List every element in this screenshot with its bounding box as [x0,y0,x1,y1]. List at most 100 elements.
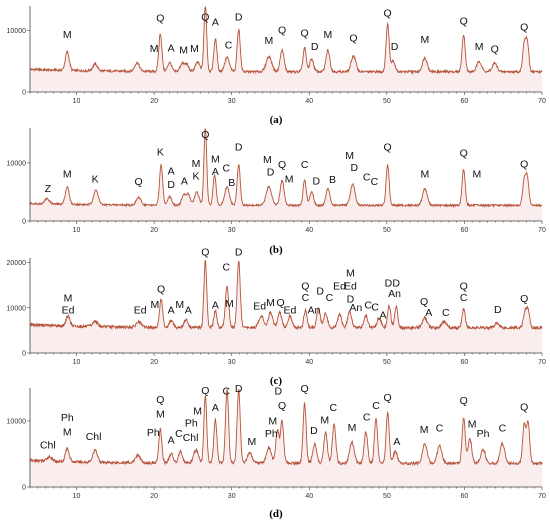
panel-c-phase-label: C [364,300,372,312]
panel-c-phase-label: A [212,300,219,312]
panel-c-y-tick-label: 20000 [7,260,27,267]
panel-a-phase-label: Q [491,44,499,56]
panel-d-phase-label: Chl [40,440,56,452]
panel-b-phase-label: Q [201,129,209,141]
panel-d-phase-label: Ph [265,428,278,440]
panel-b-phase-label: A [181,175,188,187]
panel-a-phase-label: M [475,41,484,53]
panel-d-phase-label: M [193,405,202,417]
panel-c-phase-label: An [388,288,401,300]
panel-c-phase-label: Ed [333,281,346,293]
panel-c-x-tick-label: 30 [228,359,236,366]
panel-a-x-tick-label: 70 [538,98,546,105]
panel-c-pattern-fill [30,259,542,353]
panel-d-phase-label: A [393,436,400,448]
panel-c-phase-label: D [385,278,393,290]
panel-c-phase-label: M [151,299,160,311]
panel-b-pattern-line [29,128,543,208]
panel-a-x-tick-label: 60 [461,98,469,105]
panel-d-phase-label: Q [520,401,528,413]
panel-b-phase-label: M [345,150,354,162]
panel-d-caption: (d) [269,508,283,520]
panel-d-phase-label: M [268,415,277,427]
panel-b-phase-label: C [222,163,230,175]
panel-c-phase-label: M [64,292,73,304]
panel-a-phase-label: Q [460,15,468,27]
panel-d-phase-label: M [156,409,165,421]
panel-c-x-tick-label: 60 [461,359,469,366]
panel-c-phase-label: Q [201,247,209,259]
panel-c-phase-label: M [225,298,234,310]
panel-c-phase-label: C [302,292,310,304]
panel-c-phase-label: D [392,278,400,290]
panel-d-phase-label: Q [384,392,392,404]
panel-d-x-tick-label: 70 [538,493,546,500]
panel-d-phase-label: C [436,423,444,435]
panel-d-phase-label: M [63,427,72,439]
panel-c-pattern-line [29,259,543,331]
panel-d-x-tick-label: 10 [73,493,81,500]
panel-b-x-tick-label: 10 [73,227,81,234]
panel-d-x-tick-label: 50 [383,493,391,500]
panel-c-phase-label: D [494,304,502,316]
panel-c-phase-label: Ed [134,305,147,317]
panel-b-phase-label: A [212,166,219,178]
panel-d-phase-label: C [363,411,371,423]
panel-c-y-tick-label: 10000 [7,305,27,312]
panel-c-phase-label: M [175,299,184,311]
panel-d-phase-label: A [212,402,219,414]
panel-a-phase-label: M [420,34,429,46]
panel-c-phase-label: Q [460,281,468,293]
panel-d-phase-label: D [310,425,318,437]
panel-d-phase-label: Chl [86,431,102,443]
panel-b-phase-label: M [192,158,201,170]
panel-c-phase-label: A [379,310,386,322]
panel-c-caption: (c) [270,375,283,387]
panel-c-phase-label: Ed [344,281,357,293]
panel-c-phase-label: M [346,268,355,280]
panel-b-phase-label: Q [460,147,468,159]
panel-a-x-tick-label: 50 [383,98,391,105]
panel-d-phase-label: Ph [185,417,198,429]
panel-c-phase-label: Q [301,281,309,293]
panel-a-phase-label: Q [349,33,357,45]
panel-c-phase-label: C [371,301,379,313]
panel-b-phase-label: B [329,174,336,186]
panel-d-phase-label: M [420,424,429,436]
panel-d-phase-label: A [168,434,175,446]
panel-b-x-tick-label: 20 [150,227,158,234]
panel-a-phase-label: C [225,39,233,51]
panel-d-phase-label: M [247,436,256,448]
panel-d-phase-label: C [330,402,338,414]
panel-b-phase-label: M [420,168,429,180]
panel-b-phase-label: D [267,167,275,179]
panel-a-x-tick-label: 20 [150,98,158,105]
panel-b-phase-label: Q [135,176,143,188]
panel-a-phase-label: D [235,12,243,24]
panel-b-phase-label: M [472,168,481,180]
panel-a-y-tick-label: 0 [22,90,26,97]
panel-d-phase-label: M [468,419,477,431]
panel-c-phase-label: C [460,292,468,304]
panel-d-y-tick-label: 10000 [7,419,27,426]
panel-c-x-tick-label: 70 [538,359,546,366]
panel-c-phase-label: Ed [62,305,75,317]
panel-d-phase-label: M [348,422,357,434]
panel-c-phase-label: C [442,307,450,319]
panel-b-phase-label: D [350,162,358,174]
panel-a-phase-label: M [150,43,159,55]
panel-d-x-tick-label: 20 [150,493,158,500]
panel-c-phase-label: An [349,302,362,314]
panel-b-phase-label: M [211,153,220,165]
panel-b-phase-label: C [363,171,371,183]
panel-d-pattern-line [29,387,543,467]
panel-d-phase-label: Ph [477,428,490,440]
panel-b-phase-label: D [235,142,243,154]
panel-a-phase-label: Q [301,28,309,40]
panel-c-phase-label: Ed [253,301,266,313]
